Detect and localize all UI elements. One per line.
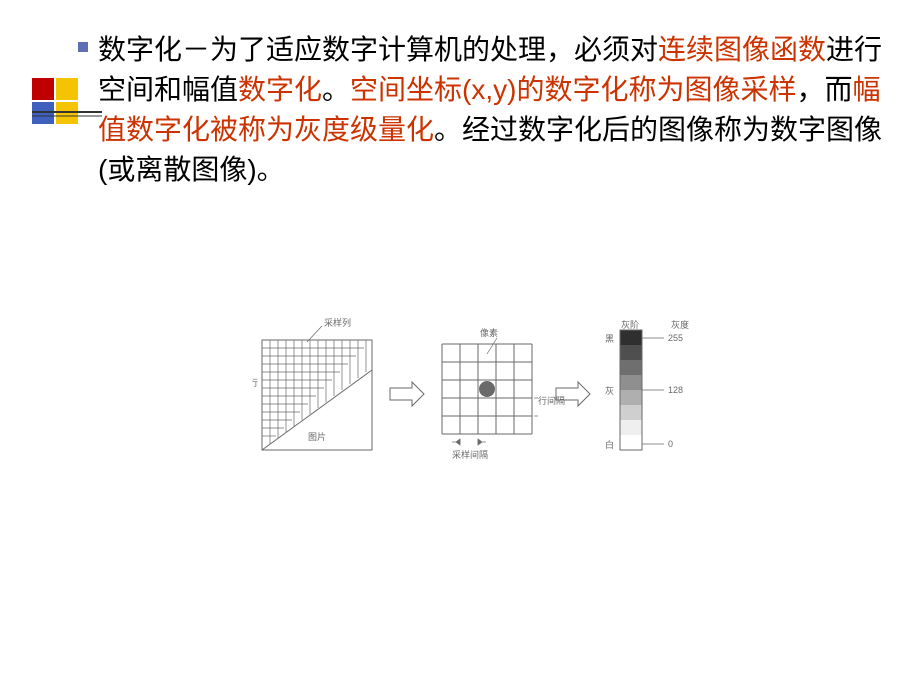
text-seg-4-red: 数字化 — [238, 74, 322, 105]
text-seg-7: ，而 — [796, 74, 852, 105]
text-seg-2-red: 连续图像函数 — [658, 34, 826, 65]
diagram-left-image: 采样列 采样行 图片 — [252, 317, 372, 450]
label-black: 黑 — [605, 334, 614, 344]
label-image: 图片 — [308, 431, 326, 442]
label-gray: 灰 — [605, 385, 614, 396]
grayscale-cell — [620, 375, 642, 391]
text-seg-1: 数字化－为了适应数字计算机的处理，必须对 — [98, 34, 658, 65]
bullet-icon — [78, 42, 88, 52]
grayscale-cell — [620, 420, 642, 436]
main-paragraph: 数字化－为了适应数字计算机的处理，必须对连续图像函数进行空间和幅值数字化。空间坐… — [98, 30, 888, 190]
text-seg-5: 。 — [322, 74, 350, 105]
label-v0: 0 — [668, 439, 673, 449]
corner-decoration — [32, 78, 92, 138]
grayscale-cell — [620, 360, 642, 376]
grayscale-cell — [620, 330, 642, 346]
label-v128: 128 — [668, 385, 683, 395]
diagram-right-grayscale: 灰阶 灰度 黑 灰 白 255 128 0 — [605, 319, 689, 451]
label-v255: 255 — [668, 333, 683, 343]
grayscale-cell — [620, 390, 642, 406]
grayscale-cell — [620, 435, 642, 451]
label-gray-level: 灰阶 — [621, 319, 639, 330]
grayscale-cell — [620, 405, 642, 421]
grayscale-cell — [620, 345, 642, 361]
text-seg-6-red: 空间坐标(x,y)的数字化称为图像采样 — [350, 74, 796, 105]
label-white: 白 — [605, 439, 614, 450]
label-sample-col: 采样列 — [324, 317, 351, 328]
label-gray-scale: 灰度 — [671, 319, 689, 330]
label-pixel: 像素 — [480, 327, 498, 338]
digitization-diagram: 采样列 采样行 图片 — [252, 316, 718, 476]
label-sample-row: 采样行 — [252, 377, 258, 388]
label-sample-gap: 采样间隔 — [452, 449, 488, 460]
arrow-1-icon — [390, 382, 424, 406]
diagram-middle-pixel: 像素 行间隔 采样间隔 — [442, 327, 565, 460]
